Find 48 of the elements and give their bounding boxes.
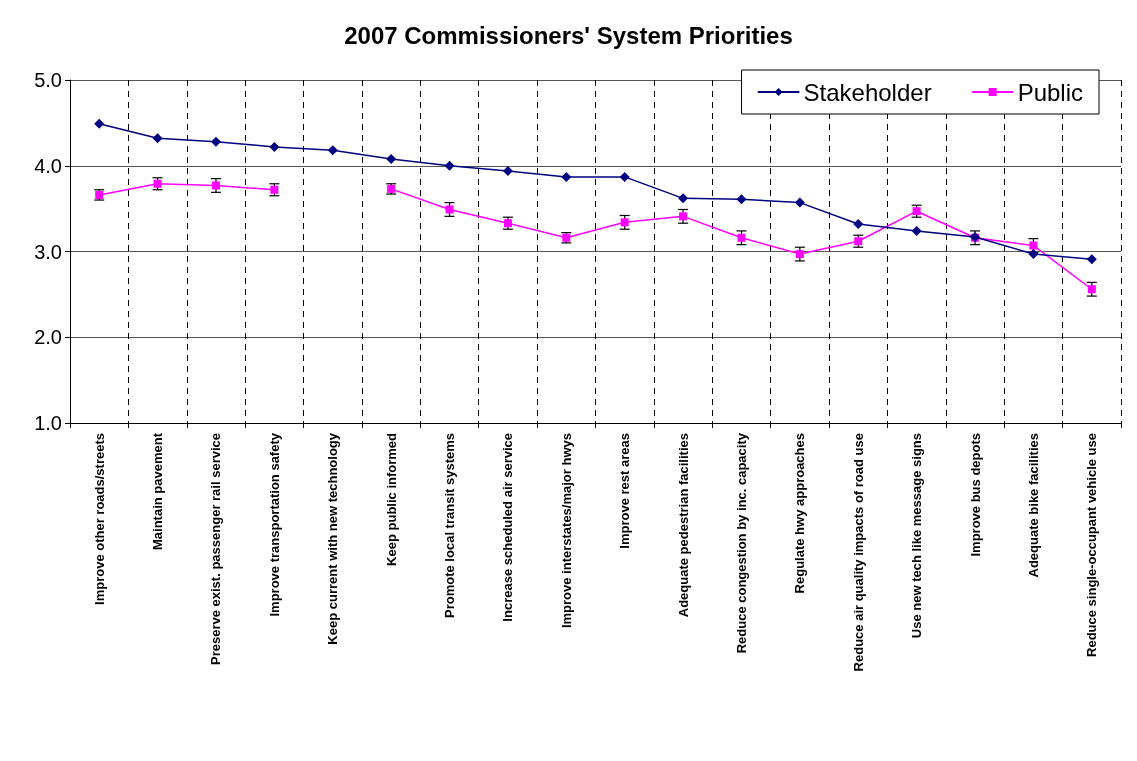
point xyxy=(619,171,630,182)
point xyxy=(502,165,513,176)
point xyxy=(561,171,572,182)
point xyxy=(1087,285,1096,294)
y-tick-label: 1.0 xyxy=(34,412,62,434)
point xyxy=(94,118,105,129)
point xyxy=(795,250,804,259)
x-tick-label: Improve interstates/major hwys xyxy=(558,433,574,629)
x-tick-label: Regulate hwy approaches xyxy=(792,433,808,594)
x-tick-label: Preserve exist. passenger rail service xyxy=(208,433,224,665)
x-tick-label: Improve rest areas xyxy=(617,433,633,549)
x-tick-label: Improve bus depots xyxy=(967,433,983,557)
point xyxy=(152,133,163,144)
point xyxy=(386,153,397,164)
point xyxy=(911,225,922,236)
x-tick-label: Improve transportation safety xyxy=(266,432,282,617)
x-tick-label: Reduce congestion by inc. capacity xyxy=(733,432,749,654)
point xyxy=(210,136,221,147)
point xyxy=(737,233,746,242)
point xyxy=(444,160,455,171)
y-tick-label: 5.0 xyxy=(34,69,62,91)
y-tick-label: 2.0 xyxy=(34,326,62,349)
y-tick-label: 4.0 xyxy=(34,154,62,177)
x-tick-label: Improve other roads/streets xyxy=(91,433,107,605)
point xyxy=(794,197,805,208)
y-tick-label: 3.0 xyxy=(34,240,62,263)
point xyxy=(679,212,688,221)
x-tick-label: Keep public informed xyxy=(383,432,399,566)
point xyxy=(853,219,864,230)
x-tick-label: Adequate pedestrian facilities xyxy=(675,433,691,618)
point xyxy=(1086,254,1097,265)
x-tick-label: Reduce air quality impacts of road use xyxy=(850,433,866,672)
chart-title: 2007 Commissioners' System Priorities xyxy=(344,21,793,49)
x-tick-label: Adequate bike facilities xyxy=(1025,433,1041,578)
legend-label: Stakeholder xyxy=(803,78,932,106)
point xyxy=(678,193,689,204)
x-tick-label: Promote local transit systems xyxy=(442,433,458,618)
x-tick-label: Reduce single-occupant vehicle use xyxy=(1084,433,1100,657)
x-tick-label: Keep current with new technology xyxy=(325,432,341,645)
x-tick-label: Use new tech like message signs xyxy=(909,433,925,639)
point xyxy=(620,218,629,227)
point xyxy=(1028,249,1039,260)
legend-label: Public xyxy=(1017,78,1084,106)
point xyxy=(269,141,280,152)
x-tick-label: Increase scheduled air service xyxy=(500,433,516,622)
x-tick-label: Maintain pavement xyxy=(150,432,166,551)
point xyxy=(736,194,747,205)
point xyxy=(327,145,338,156)
